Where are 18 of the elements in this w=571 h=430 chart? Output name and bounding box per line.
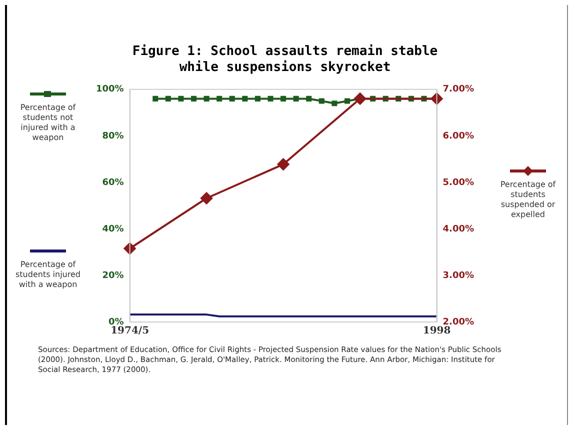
legend-label: Percentage of students injured with a weapon: [14, 260, 82, 290]
y-tick-label: 0%: [108, 317, 124, 328]
y2-tick-label: 3.00%: [442, 270, 474, 281]
legend-label: Percentage of students suspended or expelled: [499, 180, 557, 220]
y-tick-label: 60%: [102, 178, 124, 188]
y2-tick-label: 4.00%: [442, 224, 474, 234]
y-tick-label: 100%: [96, 84, 124, 95]
y2-tick-label: 2.00%: [442, 317, 474, 328]
y-tick-label: 40%: [102, 224, 124, 234]
y2-tick-label: 6.00%: [442, 131, 474, 142]
y-tick-label: 20%: [102, 270, 124, 281]
chart-title: Figure 1: School assaults remain stable while suspensions skyrocket: [131, 44, 439, 76]
y-tick-label: 80%: [102, 131, 124, 142]
legend-label: Percentage of students not injured with a weapon: [19, 103, 77, 143]
y2-tick-label: 7.00%: [442, 84, 474, 95]
x-tick-label: 1998: [422, 326, 451, 337]
x-tick-label: 1974/5: [110, 326, 150, 337]
y2-tick-label: 5.00%: [442, 178, 474, 188]
